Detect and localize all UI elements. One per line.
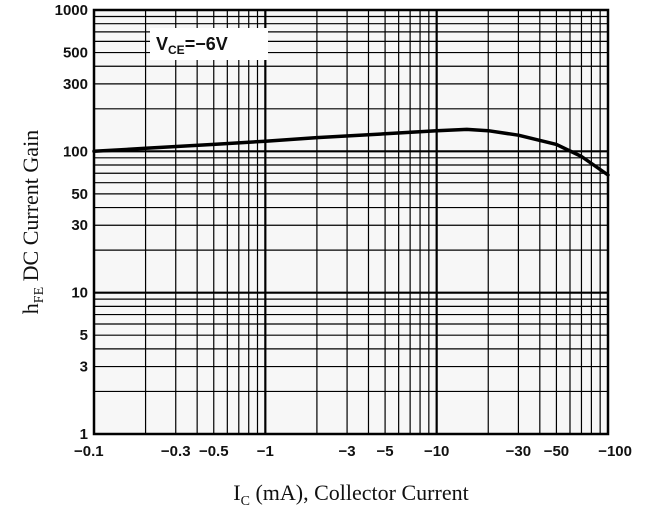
plot-background: [94, 10, 608, 434]
y-tick-label: 50: [71, 186, 88, 203]
y-axis-label: hFE DC Current Gain: [18, 130, 47, 314]
y-tick-labels: 1 3 5 10 30 50 100 300 500 1000: [55, 2, 88, 443]
x-tick-label: −5: [377, 443, 394, 460]
y-tick-label: 10: [71, 285, 88, 302]
x-axis-label: IC (mA), Collector Current: [233, 480, 468, 509]
y-tick-label: 5: [80, 327, 88, 344]
y-tick-label: 3: [80, 359, 88, 376]
x-tick-label: −3: [339, 443, 356, 460]
x-tick-label: −1: [257, 443, 274, 460]
x-tick-label: −0.5: [199, 443, 229, 460]
y-tick-label: 100: [63, 143, 88, 160]
y-tick-label: 1000: [55, 2, 88, 19]
series-layer: [92, 127, 610, 177]
x-tick-label: −30: [506, 443, 531, 460]
x-tick-labels: −0.1 −0.3 −0.5 −1 −3 −5 −10 −30 −50 −100: [74, 443, 632, 460]
x-tick-label: −0.3: [161, 443, 191, 460]
annotation-box: [150, 28, 268, 60]
y-tick-label: 300: [63, 76, 88, 93]
y-tick-label: 30: [71, 217, 88, 234]
y-tick-label: 1: [80, 426, 88, 443]
plot-frame: [92, 8, 610, 436]
series-line: [92, 127, 610, 177]
grid: [94, 10, 608, 434]
x-tick-label: −0.1: [74, 443, 104, 460]
x-tick-label: −50: [544, 443, 569, 460]
x-tick-label: −10: [424, 443, 449, 460]
y-tick-label: 500: [63, 45, 88, 62]
vce-annotation: VCE=−6V: [156, 34, 228, 57]
x-tick-label: −100: [598, 443, 632, 460]
